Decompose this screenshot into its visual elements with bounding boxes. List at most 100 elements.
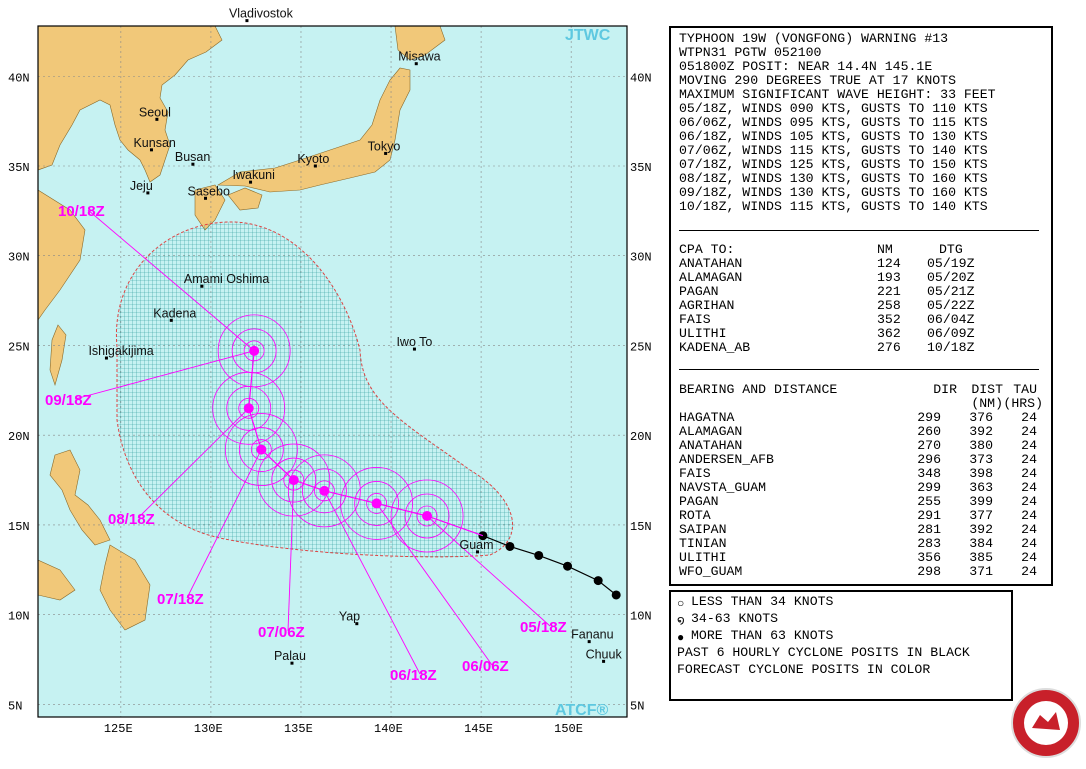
bearing-location: SAIPAN [679,522,727,537]
wind-radius-ring [271,457,317,503]
place-label: Kadena [153,306,196,320]
bearing-location: PAGAN [679,494,719,509]
forecast-danger-area [115,221,514,558]
cpa-location: AGRIHAN [679,298,735,313]
forecast-leader-line [376,503,493,666]
forecast-time-label: 05/18Z [520,619,567,636]
bearing-tau: 24 [1021,466,1037,481]
lat-tick-label-left: 25N [8,340,30,354]
lat-tick-label-right: 30N [630,251,652,265]
bearing-dist: 398 [969,466,993,481]
cyclone-tracks: 05/18Z 06/06Z 06/18Z 07/06Z 07/18Z 08/18Z 09/1… [45,203,621,684]
wind-radius-ring [390,479,464,553]
past-posit-marker [563,561,573,571]
cpa-dtg: 06/09Z [927,326,975,341]
lon-tick-label: 150E [554,722,583,736]
danger-area-hatch [115,221,514,558]
cpa-dtg: 05/22Z [927,298,975,313]
wind-radius-ring [301,468,347,514]
warning-panel: TYPHOON 19W (VONGFONG) WARNING #13 WTPN31… [669,26,1053,586]
cpa-header-dtg: DTG [939,242,963,257]
cpa-dtg: 05/20Z [927,270,975,285]
forecast-leader-line [323,490,421,675]
forecast-leader-line [287,480,295,632]
bearing-dir: 356 [917,550,941,565]
bearing-dir: 348 [917,466,941,481]
cpa-location: KADENA_AB [679,340,751,355]
bearing-dist: 371 [969,564,993,579]
bearing-location: ANDERSEN_AFB [679,452,774,467]
place-marker [475,550,479,554]
bearing-header-label: BEARING AND DISTANCE [679,382,838,397]
bearing-header-dir: DIR [933,382,957,397]
place-label: Iwakuni [233,168,275,182]
bearing-dist: 377 [969,508,993,523]
warning-text-line: MAXIMUM SIGNIFICANT WAVE HEIGHT: 33 FEET [679,87,996,102]
warning-text-line: 07/06Z, WINDS 115 KTS, GUSTS TO 140 KTS [679,143,988,158]
wind-radius-ring [217,314,291,388]
wind-radius-ring [231,328,277,374]
lat-tick-label-left: 10N [8,610,30,624]
warning-text-line: 09/18Z, WINDS 130 KTS, GUSTS TO 160 KTS [679,185,988,200]
wind-radius-ring [243,340,265,362]
lat-tick-label-left: 30N [8,251,30,265]
bearing-location: TINIAN [679,536,727,551]
cpa-header-nm: NM [877,242,893,257]
bearing-tau: 24 [1021,564,1037,579]
lat-tick-label-left: 35N [8,161,30,175]
place-label: Fananu [571,628,613,642]
cpa-distance: 124 [877,256,901,271]
warning-text-line: WTPN31 PGTW 052100 [679,45,822,60]
bearing-subheader-nm: (NM) [971,396,1003,411]
bearing-tau: 24 [1021,480,1037,495]
bearing-dir: 299 [917,410,941,425]
wind-radius-ring [238,427,284,472]
cpa-distance: 276 [877,340,901,355]
lat-tick-label-right: 25N [630,340,652,354]
typhoon-symbol-icon: ● [677,630,685,644]
bearing-subheader-hrs: (HRS) [1003,396,1043,411]
bearing-location: FAIS [679,466,711,481]
place-label: Vladivostok [229,7,294,21]
place-label: Kyoto [297,152,329,166]
place-marker [313,164,317,168]
lat-tick-label-left: 20N [8,430,30,444]
place-marker [191,162,195,166]
wind-radius-ring [257,443,331,517]
past-posit-marker [505,541,515,551]
cpa-location: ULITHI [679,326,727,341]
wind-radius-ring [250,439,272,460]
forecast-time-label: 06/06Z [462,658,509,675]
lat-tick-label-left: 40N [8,71,30,85]
bearing-location: ROTA [679,508,711,523]
forecast-time-label: 08/18Z [108,511,155,528]
wind-radius-ring [340,467,414,540]
place-label: Ishigakijima [88,344,153,358]
place-marker [355,622,359,626]
lat-tick-label-right: 15N [630,520,652,534]
lon-tick-label: 135E [284,722,313,736]
divider [679,369,1039,370]
wind-radius-ring [224,413,298,486]
place-label: Chuuk [586,647,623,661]
bearing-dir: 283 [917,536,941,551]
lon-tick-label: 130E [194,722,223,736]
cpa-dtg: 05/19Z [927,256,975,271]
cpa-header-label: CPA TO: [679,242,735,257]
forecast-time-label: 07/18Z [157,591,204,608]
wind-radius-ring [313,480,335,502]
warning-text-line: 06/18Z, WINDS 105 KTS, GUSTS TO 130 KTS [679,129,988,144]
cpa-distance: 352 [877,312,901,327]
forecast-leader-line [186,449,262,599]
cpa-distance: 362 [877,326,901,341]
warning-text-line: 07/18Z, WINDS 125 KTS, GUSTS TO 150 KTS [679,157,988,172]
lat-tick-label-right: 5N [630,699,644,713]
bearing-location: ULITHI [679,550,727,565]
bearing-dist: 373 [969,452,993,467]
forecast-leader-line [137,407,250,519]
bearing-dir: 296 [917,452,941,467]
cpa-location: ALAMAGAN [679,270,743,285]
bearing-dir: 260 [917,424,941,439]
bearing-location: HAGATNA [679,410,735,425]
